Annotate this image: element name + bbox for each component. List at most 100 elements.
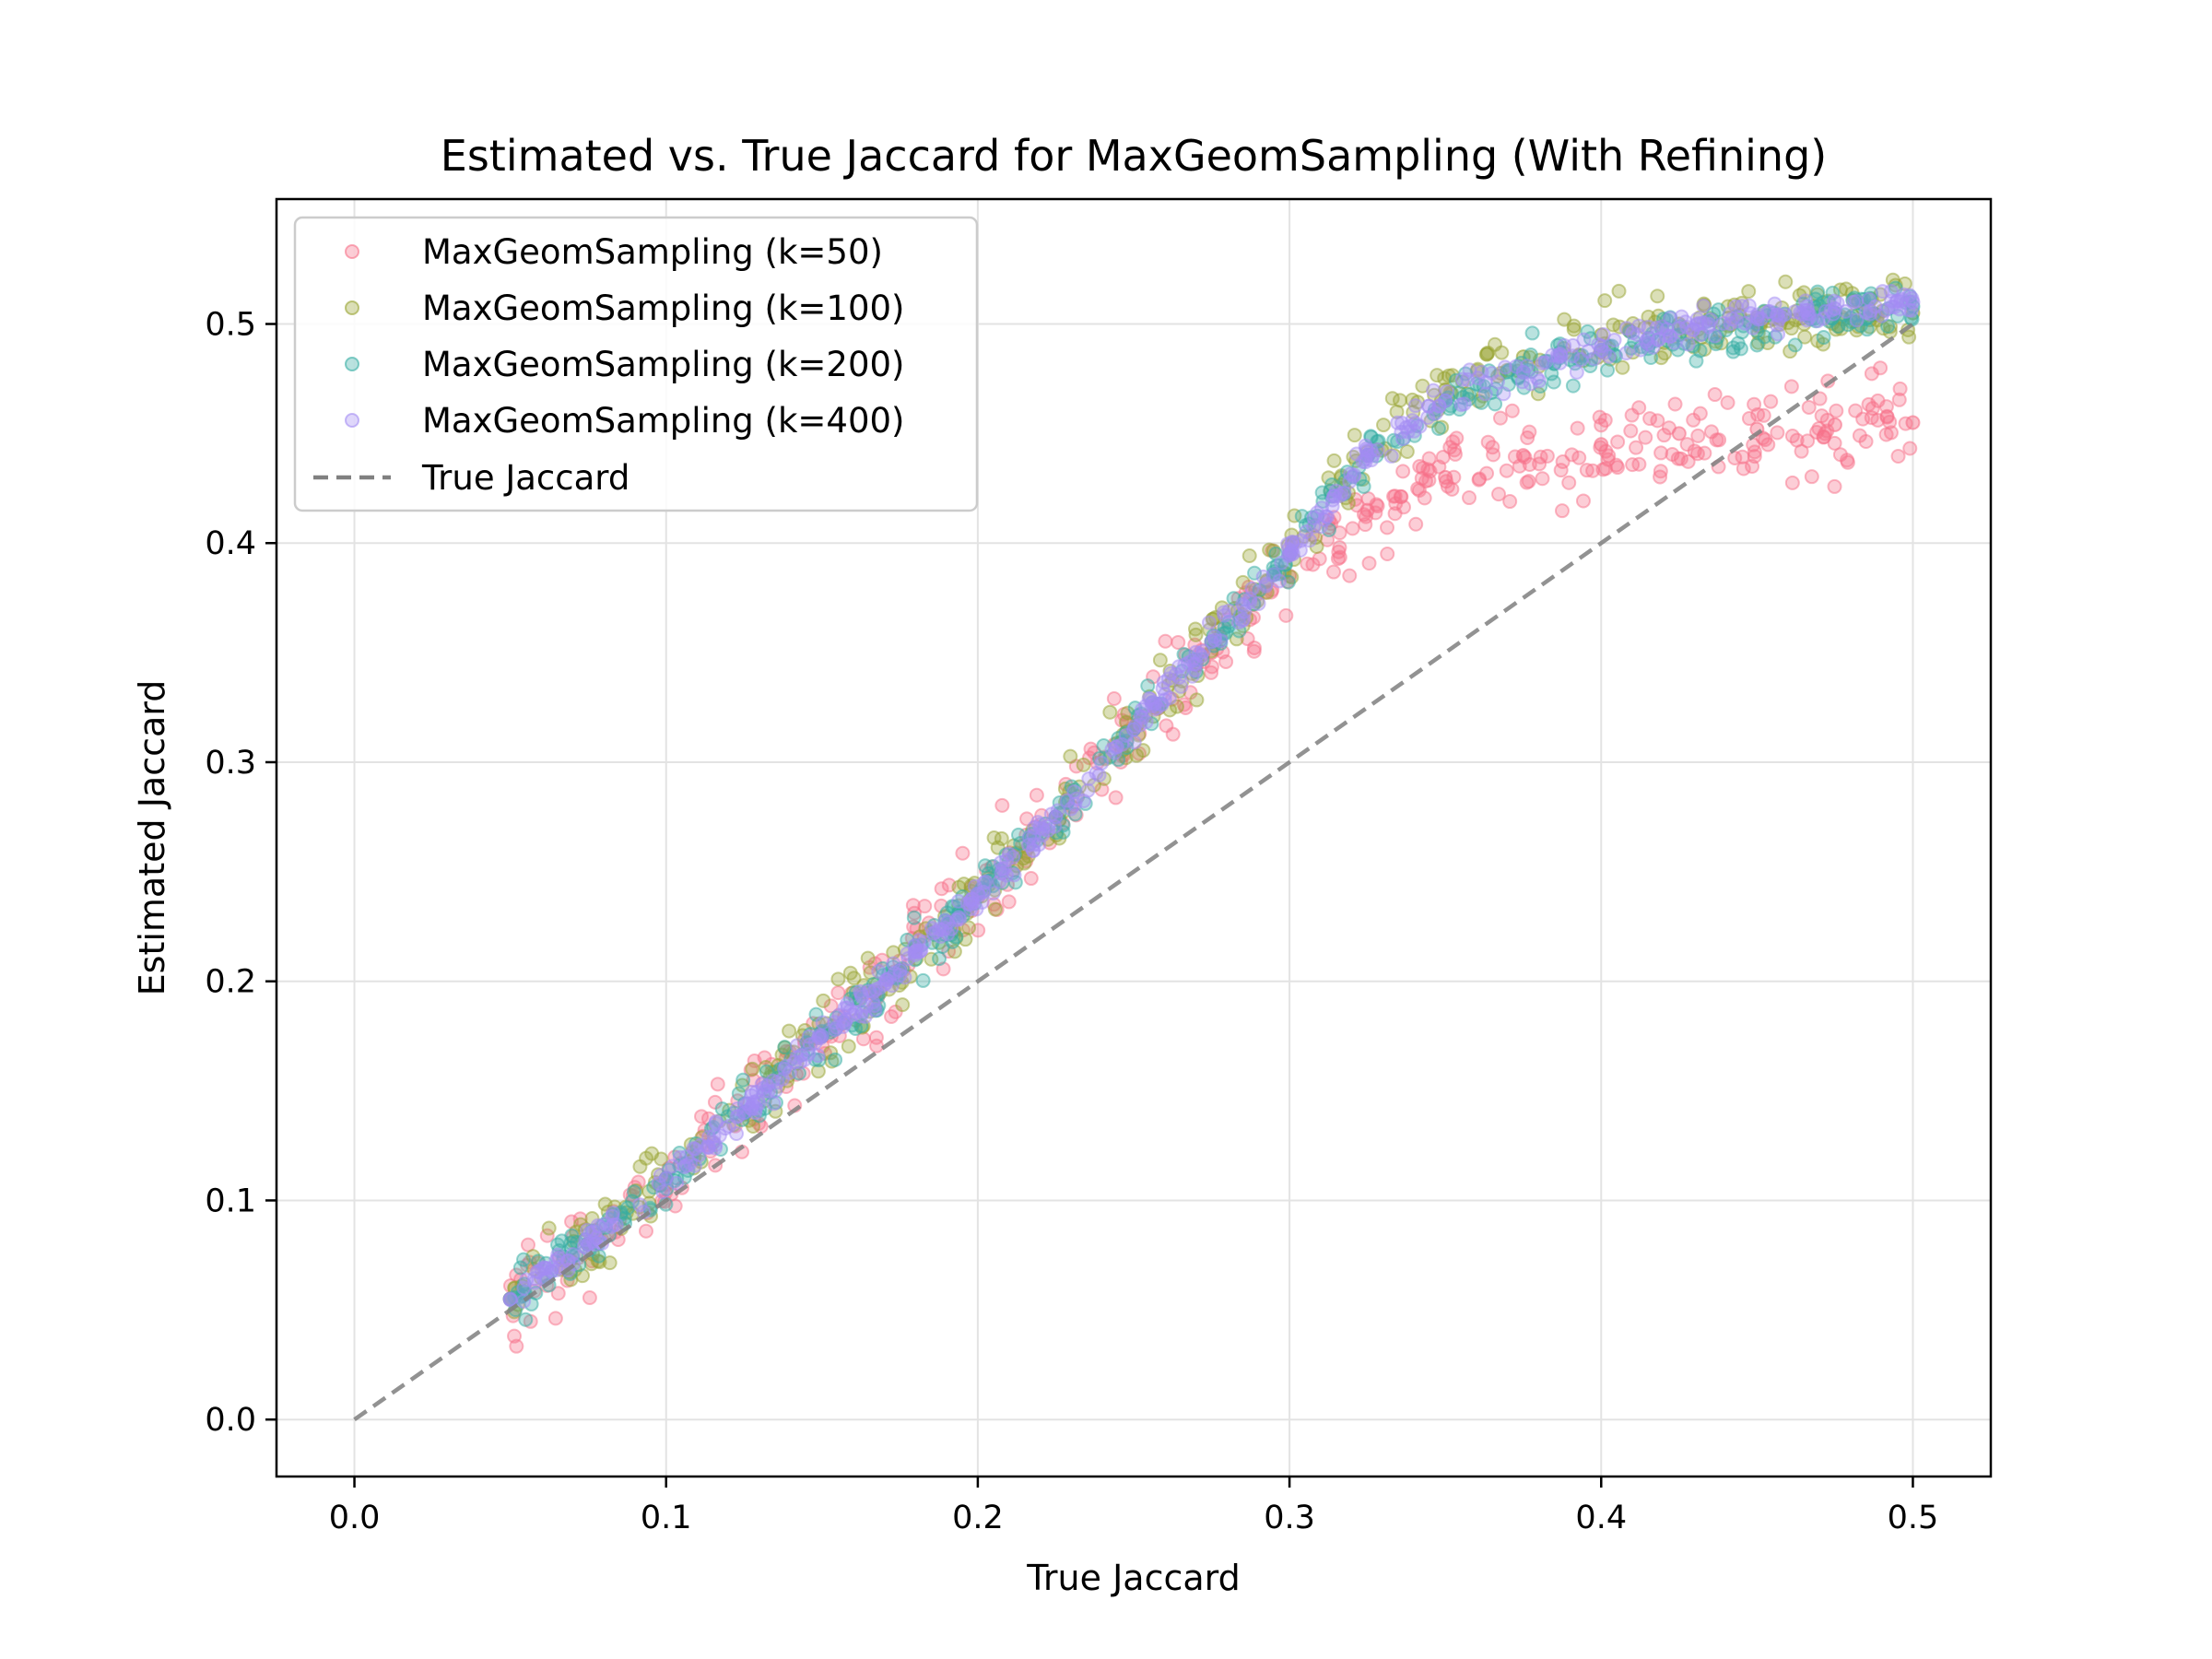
data-point xyxy=(1380,520,1395,535)
data-point xyxy=(1063,748,1078,764)
data-point xyxy=(1724,312,1740,327)
data-point xyxy=(1326,564,1342,580)
data-point xyxy=(810,1048,826,1064)
data-point xyxy=(1667,396,1683,412)
data-point xyxy=(1686,412,1701,428)
data-point xyxy=(1460,371,1476,387)
data-point xyxy=(1661,420,1677,436)
legend-marker-1 xyxy=(345,300,359,315)
data-point xyxy=(1741,284,1757,300)
data-point xyxy=(547,1311,563,1326)
data-point xyxy=(746,1118,761,1134)
data-point xyxy=(846,971,862,986)
data-point xyxy=(1348,446,1364,462)
legend-marker-3 xyxy=(345,413,359,428)
data-point xyxy=(1399,443,1415,459)
data-point xyxy=(1140,678,1156,694)
data-point xyxy=(886,956,901,971)
data-point xyxy=(1177,657,1193,673)
series-points-3 xyxy=(502,284,1921,1309)
plot-area-frame xyxy=(275,197,1993,1478)
data-point xyxy=(766,1096,782,1112)
data-point xyxy=(1597,412,1613,428)
data-point xyxy=(1491,487,1507,502)
legend-marker-0 xyxy=(345,244,359,259)
data-point xyxy=(541,1220,557,1236)
legend-label-0: MaxGeomSampling (k=50) xyxy=(422,232,883,272)
data-point xyxy=(1135,743,1151,759)
data-point xyxy=(1745,459,1760,475)
x-tick-label: 0.4 xyxy=(1575,1500,1627,1536)
legend: MaxGeomSampling (k=50) MaxGeomSampling (k… xyxy=(293,216,979,512)
data-point xyxy=(917,899,933,914)
data-point xyxy=(895,997,911,1013)
data-point xyxy=(1688,353,1704,369)
data-point xyxy=(632,1159,648,1174)
data-point xyxy=(985,886,1001,901)
legend-label-2: MaxGeomSampling (k=200) xyxy=(422,345,904,384)
data-point xyxy=(1770,425,1785,441)
data-point xyxy=(1827,478,1842,494)
data-point xyxy=(1356,507,1371,523)
data-point xyxy=(1235,596,1251,612)
data-point xyxy=(1741,298,1757,313)
data-point xyxy=(1863,303,1878,319)
data-point xyxy=(692,1137,708,1153)
data-point xyxy=(1783,379,1799,394)
data-point xyxy=(1001,894,1017,910)
data-point xyxy=(1479,465,1495,481)
data-point xyxy=(1801,399,1817,415)
data-point xyxy=(1749,307,1765,323)
data-point xyxy=(1535,471,1550,487)
data-point xyxy=(519,1272,535,1288)
data-point xyxy=(743,1100,759,1116)
data-point xyxy=(1565,378,1581,394)
data-point xyxy=(1638,429,1653,445)
data-point xyxy=(816,993,831,1008)
data-point xyxy=(1498,359,1513,375)
data-point xyxy=(1456,396,1472,412)
data-point xyxy=(1696,298,1712,313)
data-point xyxy=(1301,533,1317,548)
data-point xyxy=(1581,344,1596,359)
data-point xyxy=(1642,411,1658,427)
data-point xyxy=(1606,332,1622,347)
data-point xyxy=(1554,503,1570,519)
data-point xyxy=(915,972,931,988)
data-point xyxy=(1902,441,1918,456)
data-point xyxy=(900,951,916,967)
data-point xyxy=(1720,394,1735,410)
data-point xyxy=(1361,556,1377,571)
data-point xyxy=(841,1039,856,1054)
data-point xyxy=(952,912,968,927)
data-point xyxy=(1189,692,1205,708)
data-point xyxy=(1784,475,1800,490)
data-point xyxy=(1901,288,1917,303)
data-point xyxy=(1188,627,1204,642)
data-point xyxy=(735,1072,751,1088)
data-point xyxy=(1332,539,1347,555)
data-point xyxy=(1255,569,1271,584)
data-point xyxy=(1502,494,1518,510)
data-point xyxy=(638,1223,653,1239)
data-point xyxy=(516,1252,532,1267)
data-point xyxy=(1155,681,1171,697)
data-point xyxy=(1204,659,1219,675)
data-point xyxy=(828,1022,843,1038)
y-tick-label: 0.5 xyxy=(205,307,256,344)
data-point xyxy=(1462,490,1477,506)
legend-label-1: MaxGeomSampling (k=100) xyxy=(422,288,904,328)
data-point xyxy=(509,1338,524,1354)
x-tick-label: 0.0 xyxy=(329,1500,381,1536)
data-point xyxy=(1709,432,1724,448)
data-point xyxy=(830,985,846,1001)
data-point xyxy=(1750,406,1766,422)
data-point xyxy=(1135,710,1150,725)
data-point xyxy=(1883,425,1899,441)
data-point xyxy=(789,1038,805,1053)
data-point xyxy=(1829,403,1844,418)
data-point xyxy=(1656,428,1672,443)
data-point xyxy=(1575,493,1591,509)
data-point xyxy=(1595,462,1611,477)
data-point xyxy=(1733,341,1748,357)
